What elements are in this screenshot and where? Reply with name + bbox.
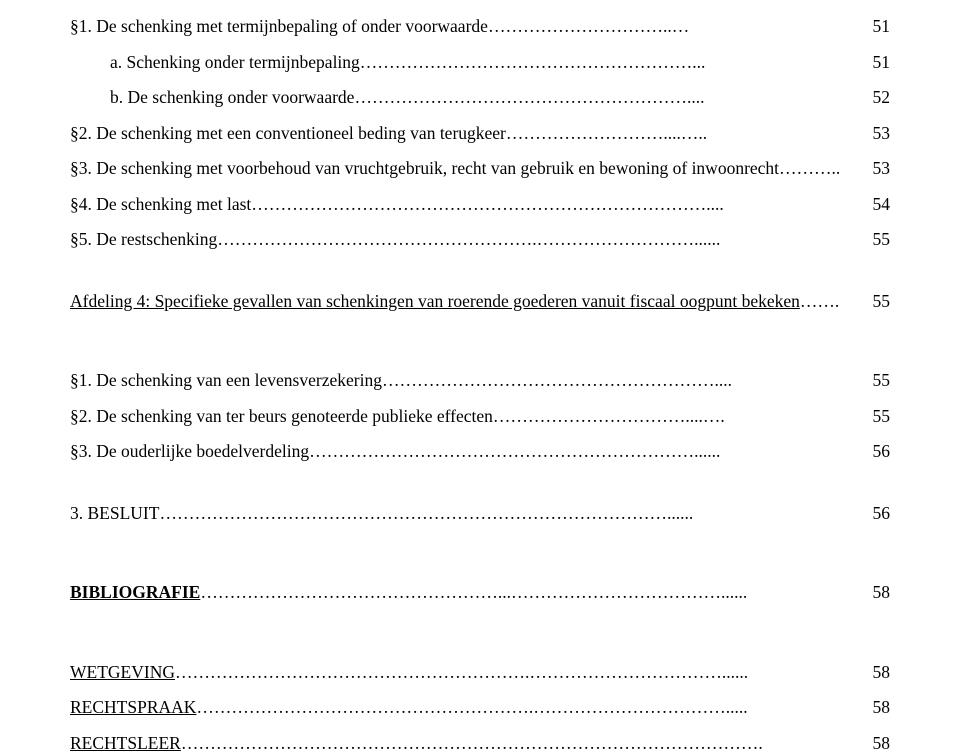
toc-page-number: 58 [873,735,891,753]
leader-fill: ………………………………………………….……………………………..... [196,699,872,717]
toc-page-number: 51 [873,54,891,72]
toc-line: §1. De schenking met termijnbepaling of … [70,18,890,36]
besluit-page: 56 [873,505,891,523]
toc-page-number: 58 [873,664,891,682]
leader-fill: ………………………………………………….... [382,372,873,390]
toc-line: RECHTSLEER………………………………………………………………………………… [70,735,890,753]
toc-page-number: 53 [873,125,891,143]
leader-fill: ……………………………………………….………………………...... [217,231,872,249]
toc-line: §2. De schenking van ter beurs genoteerd… [70,408,890,426]
toc-page-number: 54 [873,196,891,214]
toc-line: b. De schenking onder voorwaarde……………………… [70,89,890,107]
toc-line: §3. De schenking met voorbehoud van vruc… [70,160,890,178]
leader-fill: ……. [800,293,873,311]
leader-fill: ………………………………………………….... [354,89,872,107]
besluit-label: 3. BESLUIT [70,505,159,523]
leader-fill: …………………………..… [488,18,873,36]
toc-line: §3. De ouderlijke boedelverdeling…………………… [70,443,890,461]
toc-page-number: 52 [873,89,891,107]
leader-fill: ……………………………………………………………………………...... [159,505,872,523]
toc-block-2: §1. De schenking van een levensverzekeri… [70,372,890,461]
toc-page-number: 55 [873,408,891,426]
leader-fill: …………………………………………………………………….... [251,196,872,214]
toc-label: §3. De ouderlijke boedelverdeling [70,443,309,461]
toc-line: §4. De schenking met last………………………………………… [70,196,890,214]
toc-page-number: 53 [873,160,891,178]
toc-line: §5. De restschenking……………………………………………….…… [70,231,890,249]
document-page: §1. De schenking met termijnbepaling of … [0,0,960,752]
toc-label: a. Schenking onder termijnbepaling [110,54,360,72]
leader-fill: …………………………………………………….……………………………...... [175,664,873,682]
section-heading-page: 55 [873,293,891,311]
toc-label: RECHTSLEER [70,735,181,753]
toc-line: WETGEVING…………………………………………………….…………………………… [70,664,890,682]
toc-line: §2. De schenking met een conventioneel b… [70,125,890,143]
toc-block-1: §1. De schenking met termijnbepaling of … [70,18,890,249]
toc-label: §4. De schenking met last [70,196,251,214]
bibliografie-page: 58 [873,584,891,602]
toc-label: WETGEVING [70,664,175,682]
toc-label: §1. De schenking van een levensverzekeri… [70,372,382,390]
toc-label: §1. De schenking met termijnbepaling of … [70,18,488,36]
toc-line: a. Schenking onder termijnbepaling………………… [70,54,890,72]
section-heading-afdeling4: Afdeling 4: Specifieke gevallen van sche… [70,293,890,311]
besluit-line: 3. BESLUIT ……………………………………………………………………………… [70,505,890,523]
toc-label: §2. De schenking met een conventioneel b… [70,125,506,143]
section-heading-label: Afdeling 4: Specifieke gevallen van sche… [70,293,800,311]
toc-page-number: 55 [873,231,891,249]
toc-page-number: 51 [873,18,891,36]
leader-fill: ………………………………………………………………………………………. [181,735,873,753]
toc-block-3: WETGEVING…………………………………………………….…………………………… [70,664,890,753]
leader-fill: ……………………………....…. [493,408,873,426]
toc-label: RECHTSPRAAK [70,699,196,717]
toc-label: b. De schenking onder voorwaarde [110,89,354,107]
toc-label: §3. De schenking met voorbehoud van vruc… [70,160,779,178]
toc-line: §1. De schenking van een levensverzekeri… [70,372,890,390]
leader-fill: ……….. [779,160,872,178]
toc-page-number: 55 [873,372,891,390]
leader-fill: …………………………………………………………...... [309,443,872,461]
toc-label: §5. De restschenking [70,231,217,249]
toc-page-number: 56 [873,443,891,461]
leader-fill: ………………………....….. [506,125,873,143]
leader-fill: …………………………………………………... [360,54,873,72]
toc-page-number: 58 [873,699,891,717]
bibliografie-label: BIBLIOGRAFIE [70,584,200,602]
toc-label: §2. De schenking van ter beurs genoteerd… [70,408,493,426]
bibliografie-line: BIBLIOGRAFIE ……………………………………………...…………………… [70,584,890,602]
leader-fill: ……………………………………………...………………………………...... [200,584,872,602]
toc-line: RECHTSPRAAK………………………………………………….………………………… [70,699,890,717]
